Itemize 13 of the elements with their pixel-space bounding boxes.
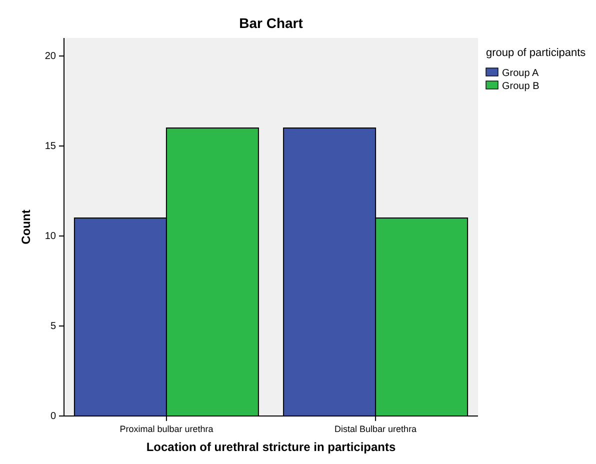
legend-label: Group A (502, 68, 540, 79)
x-axis-title: Location of urethral stricture in participants (146, 440, 396, 454)
y-tick-label: 15 (44, 141, 56, 152)
legend-title: group of participants (486, 47, 586, 59)
x-tick-label: Proximal bulbar urethra (120, 424, 214, 434)
y-axis-title: Count (19, 210, 33, 244)
y-tick-label: 10 (44, 231, 56, 242)
chart-title: Bar Chart (239, 15, 304, 31)
x-tick-label: Distal Bulbar urethra (334, 424, 417, 434)
y-tick-label: 5 (50, 321, 56, 332)
y-tick-label: 0 (50, 411, 56, 422)
legend-label: Group B (502, 81, 540, 92)
y-tick-label: 20 (44, 51, 56, 62)
